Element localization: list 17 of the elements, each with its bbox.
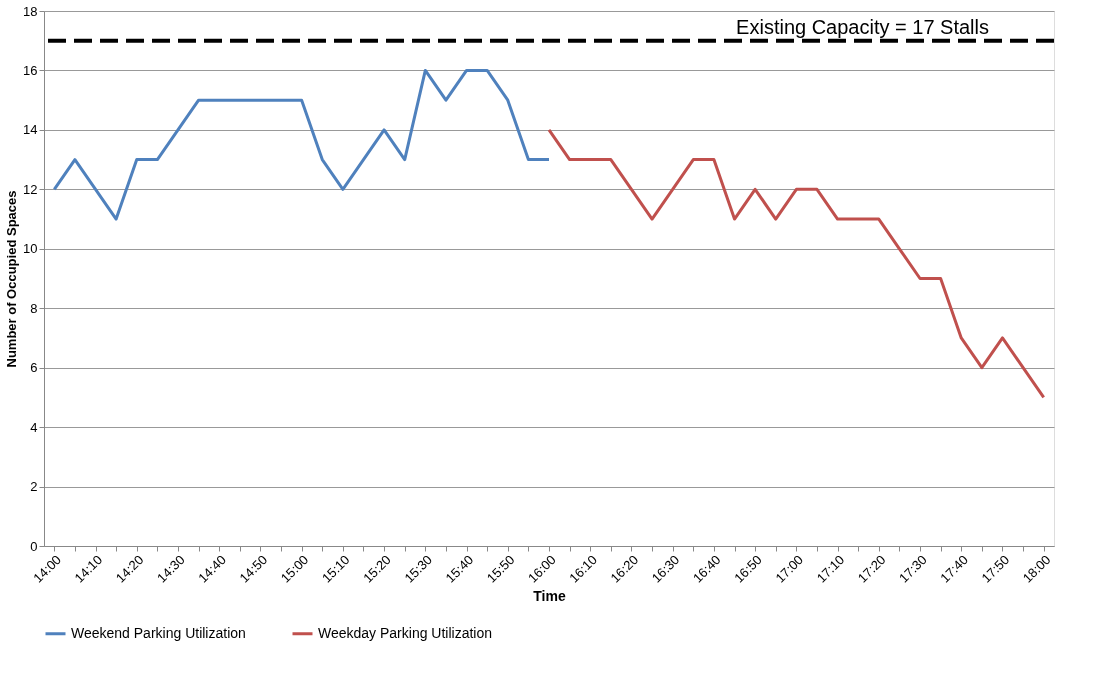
y-tick-label: 2 — [30, 479, 38, 495]
line-series — [52, 68, 551, 221]
line-series — [547, 128, 1046, 399]
y-tick-label: 6 — [30, 360, 38, 376]
y-tick-label: 8 — [30, 300, 38, 316]
y-axis-title: Number of Occupied Spaces — [4, 190, 20, 368]
x-axis-title: Time — [533, 587, 566, 604]
y-tick-label: 18 — [23, 3, 38, 19]
y-tick-label: 10 — [23, 241, 38, 257]
y-tick-label: 16 — [23, 62, 38, 78]
y-tick-label: 0 — [30, 538, 38, 554]
y-tick-label: 12 — [23, 181, 38, 197]
y-tick-label: 4 — [30, 419, 38, 435]
ref-line-label: Existing Capacity = 17 Stalls — [736, 15, 989, 38]
legend-label: Weekday Parking Utilization — [318, 624, 493, 641]
legend-label: Weekend Parking Utilization — [71, 624, 246, 641]
y-tick-label: 14 — [23, 122, 38, 138]
